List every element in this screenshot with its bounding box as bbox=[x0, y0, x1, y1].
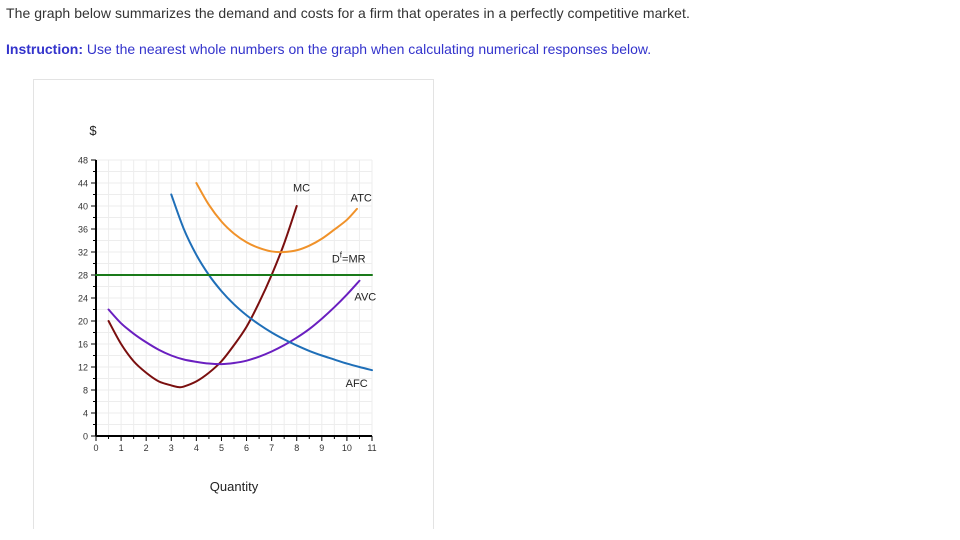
curve-atc bbox=[195, 182, 358, 254]
y-tick-label: 32 bbox=[78, 248, 88, 258]
chart-grid bbox=[95, 159, 373, 437]
x-axis-label: Quantity bbox=[210, 479, 259, 494]
label-df-mr: Df=MR bbox=[332, 250, 366, 265]
instruction-label: Instruction: bbox=[6, 41, 83, 57]
curve-avc bbox=[107, 279, 361, 366]
label-avc: AVC bbox=[354, 291, 376, 303]
x-tick-label: 9 bbox=[319, 443, 324, 453]
label-afc: AFC bbox=[346, 378, 368, 390]
y-tick-label: 28 bbox=[78, 271, 88, 281]
chart-labels: MC ATC Df=MR AVC AFC bbox=[293, 183, 376, 391]
x-tick-label: 5 bbox=[219, 443, 224, 453]
y-tick-label: 24 bbox=[78, 294, 88, 304]
y-tick-label: 40 bbox=[78, 202, 88, 212]
x-tick-label: 6 bbox=[244, 443, 249, 453]
curve-afc bbox=[170, 193, 373, 372]
y-tick-label: 16 bbox=[78, 340, 88, 350]
label-mc: MC bbox=[293, 183, 310, 195]
chart-curves bbox=[95, 182, 373, 389]
label-atc: ATC bbox=[351, 192, 372, 204]
x-tick-label: 3 bbox=[169, 443, 174, 453]
x-tick-label: 7 bbox=[269, 443, 274, 453]
x-tick-label: 1 bbox=[119, 443, 124, 453]
x-tick-label: 4 bbox=[194, 443, 199, 453]
y-axis-label: $ bbox=[89, 123, 97, 138]
graph-panel bbox=[33, 79, 434, 529]
instruction-body: Use the nearest whole numbers on the gra… bbox=[83, 41, 652, 57]
x-tick-label: 8 bbox=[294, 443, 299, 453]
y-tick-label: 36 bbox=[78, 225, 88, 235]
y-tick-label: 0 bbox=[83, 432, 88, 442]
y-tick-label: 12 bbox=[78, 363, 88, 373]
instruction-text: Instruction: Use the nearest whole numbe… bbox=[6, 41, 651, 57]
y-tick-label: 20 bbox=[78, 317, 88, 327]
x-tick-label: 2 bbox=[144, 443, 149, 453]
x-tick-label: 10 bbox=[342, 443, 352, 453]
curve-mc bbox=[107, 205, 298, 389]
y-tick-label: 8 bbox=[83, 386, 88, 396]
intro-text: The graph below summarizes the demand an… bbox=[6, 5, 690, 21]
y-tick-label: 48 bbox=[78, 156, 88, 166]
x-tick-label: 0 bbox=[93, 443, 98, 453]
y-tick-label: 4 bbox=[83, 409, 88, 419]
x-tick-label: 11 bbox=[367, 443, 376, 453]
y-tick-label: 44 bbox=[78, 179, 88, 189]
